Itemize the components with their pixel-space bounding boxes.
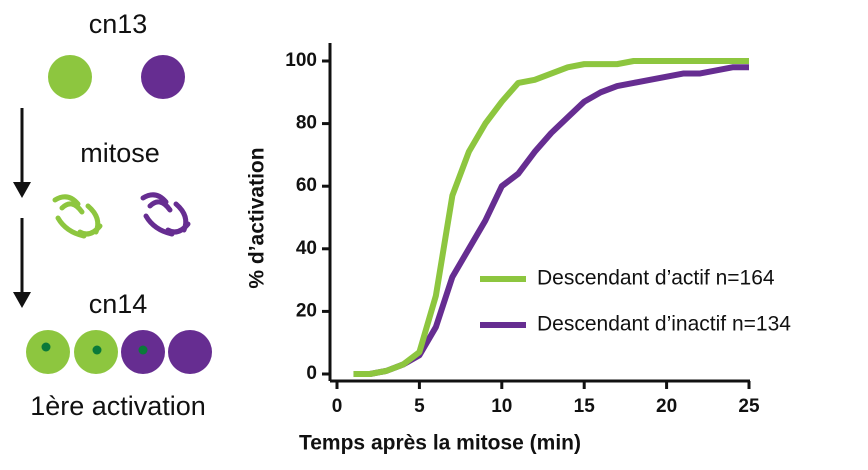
y-tick-label: 20 (296, 300, 317, 321)
y-tick-label: 0 (306, 363, 317, 384)
step-label: mitose (80, 138, 160, 168)
x-tick-label: 5 (414, 396, 425, 417)
x-tick-label: 10 (491, 396, 512, 417)
nucleus (141, 55, 185, 99)
legend-label: Descendant d’inactif n=134 (537, 313, 791, 336)
transcription-dot (93, 346, 102, 355)
chromosomes (55, 197, 100, 236)
transcription-dot (139, 346, 148, 355)
x-tick-label: 15 (574, 396, 596, 417)
y-axis-label: % d’activation (246, 147, 269, 288)
x-tick-label: 20 (656, 396, 677, 417)
x-axis-label: Temps après la mitose (min) (299, 432, 581, 455)
stage-label: cn13 (89, 9, 148, 39)
y-tick-label: 100 (285, 50, 317, 71)
nucleus (168, 330, 212, 374)
chart: Temps après la mitose (min) % d’activati… (246, 43, 792, 455)
stage-label: cn14 (89, 289, 148, 319)
x-tick-label: 25 (738, 396, 760, 417)
nucleus (48, 55, 92, 99)
chromosomes (143, 195, 188, 234)
legend-label: Descendant d’actif n=164 (537, 267, 775, 290)
figure: cn13 mitose cn14 1ère activation Temps a… (0, 0, 868, 465)
transcription-dot (42, 343, 51, 352)
caption: 1ère activation (30, 391, 206, 421)
x-tick-label: 0 (332, 396, 343, 417)
diagram: cn13 mitose cn14 1ère activation (13, 9, 212, 421)
nucleus (26, 330, 70, 374)
y-tick-label: 40 (296, 238, 317, 259)
arrowhead (13, 292, 31, 308)
arrowhead (13, 182, 31, 198)
y-tick-label: 80 (296, 113, 317, 134)
y-tick-label: 60 (296, 175, 317, 196)
